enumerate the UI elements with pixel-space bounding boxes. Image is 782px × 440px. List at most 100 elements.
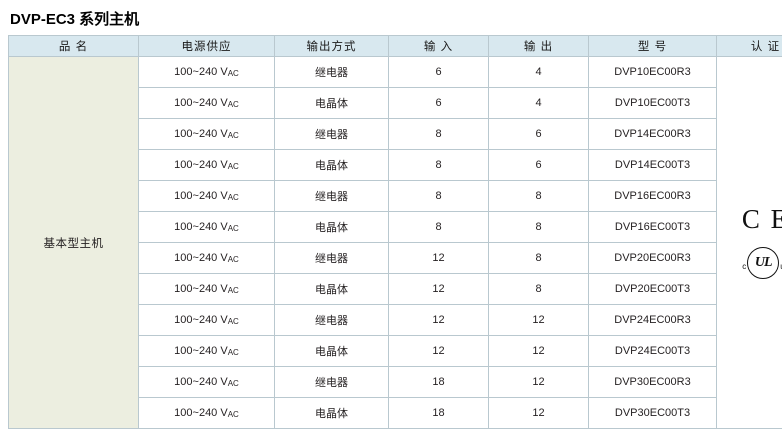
model-cell: DVP14EC00R3: [588, 118, 717, 150]
output-type-cell: 电晶体: [274, 211, 389, 243]
model-cell: DVP10EC00R3: [588, 56, 717, 88]
power-supply-subscript: AC: [227, 286, 239, 296]
table-row: 100~240 VAC 继电器 12 8 DVP20EC00R3: [9, 242, 782, 274]
column-header-model: 型 号: [588, 35, 717, 57]
inputs-cell: 6: [388, 56, 489, 88]
outputs-cell: 12: [488, 304, 589, 336]
output-type-cell: 电晶体: [274, 397, 389, 429]
table-row: 100~240 VAC 继电器 12 12 DVP24EC00R3: [9, 304, 782, 336]
power-supply-value: 100~240 V: [174, 189, 228, 202]
power-supply-cell: 100~240 VAC: [138, 397, 275, 429]
inputs-cell: 8: [388, 211, 489, 243]
outputs-cell: 4: [488, 87, 589, 119]
ul-circle-label: UL: [747, 247, 780, 279]
model-cell: DVP30EC00R3: [588, 366, 717, 398]
outputs-cell: 12: [488, 397, 589, 429]
column-header-series: 品 名: [8, 35, 139, 57]
inputs-cell: 12: [388, 242, 489, 274]
table-header-row: 品 名 电源供应 输出方式 输 入 输 出 型 号 认 证: [8, 35, 782, 57]
column-header-certification: 认 证: [716, 35, 782, 57]
inputs-cell: 18: [388, 366, 489, 398]
power-supply-value: 100~240 V: [174, 282, 228, 295]
power-supply-cell: 100~240 VAC: [138, 56, 275, 88]
outputs-cell: 4: [488, 56, 589, 88]
output-type-cell: 继电器: [274, 304, 389, 336]
power-supply-subscript: AC: [227, 131, 239, 141]
power-supply-value: 100~240 V: [174, 251, 228, 264]
table-row: 100~240 VAC 电晶体 8 8 DVP16EC00T3: [9, 211, 782, 243]
power-supply-subscript: AC: [227, 410, 239, 420]
model-cell: DVP20EC00T3: [588, 273, 717, 305]
ce-mark-icon: C E: [741, 204, 782, 234]
power-supply-cell: 100~240 VAC: [138, 211, 275, 243]
power-supply-value: 100~240 V: [174, 375, 228, 388]
power-supply-cell: 100~240 VAC: [138, 149, 275, 181]
inputs-cell: 8: [388, 118, 489, 150]
output-type-cell: 继电器: [274, 366, 389, 398]
power-supply-value: 100~240 V: [174, 220, 228, 233]
table-row: 基本型主机 100~240 VAC 继电器 6 4 DVP10EC00R3 C …: [8, 56, 782, 429]
outputs-cell: 6: [488, 118, 589, 150]
power-supply-cell: 100~240 VAC: [138, 273, 275, 305]
power-supply-subscript: AC: [227, 348, 239, 358]
output-type-cell: 继电器: [274, 242, 389, 274]
table-row: 100~240 VAC 电晶体 18 12 DVP30EC00T3: [9, 397, 782, 429]
series-name-cell: 基本型主机: [8, 56, 139, 429]
column-header-output-type: 输出方式: [274, 35, 389, 57]
inputs-cell: 8: [388, 180, 489, 212]
outputs-cell: 12: [488, 335, 589, 367]
output-type-cell: 电晶体: [274, 87, 389, 119]
model-cell: DVP24EC00R3: [588, 304, 717, 336]
column-header-inputs: 输 入: [388, 35, 489, 57]
power-supply-value: 100~240 V: [174, 96, 228, 109]
certification-cell: C E c UL us: [716, 56, 782, 429]
power-supply-cell: 100~240 VAC: [138, 304, 275, 336]
model-cell: DVP30EC00T3: [588, 397, 717, 429]
power-supply-value: 100~240 V: [174, 127, 228, 140]
power-supply-cell: 100~240 VAC: [138, 180, 275, 212]
ul-us-label: us: [780, 263, 782, 271]
power-supply-subscript: AC: [227, 193, 239, 203]
power-supply-subscript: AC: [227, 317, 239, 327]
inputs-cell: 12: [388, 273, 489, 305]
column-header-outputs: 输 出: [488, 35, 589, 57]
inputs-cell: 12: [388, 335, 489, 367]
model-cell: DVP14EC00T3: [588, 149, 717, 181]
table-body: 基本型主机 100~240 VAC 继电器 6 4 DVP10EC00R3 C …: [8, 56, 782, 429]
power-supply-value: 100~240 V: [174, 313, 228, 326]
outputs-cell: 8: [488, 242, 589, 274]
power-supply-cell: 100~240 VAC: [138, 242, 275, 274]
ul-mark-icon: c UL us: [742, 247, 782, 279]
power-supply-cell: 100~240 VAC: [138, 118, 275, 150]
inputs-cell: 8: [388, 149, 489, 181]
power-supply-value: 100~240 V: [174, 65, 228, 78]
table-row: 100~240 VAC 继电器 18 12 DVP30EC00R3: [9, 366, 782, 398]
power-supply-subscript: AC: [227, 100, 239, 110]
model-cell: DVP24EC00T3: [588, 335, 717, 367]
output-type-cell: 继电器: [274, 180, 389, 212]
power-supply-value: 100~240 V: [174, 406, 228, 419]
power-supply-subscript: AC: [227, 224, 239, 234]
column-header-power-supply: 电源供应: [138, 35, 275, 57]
output-type-cell: 电晶体: [274, 149, 389, 181]
table-row: 100~240 VAC 电晶体 12 12 DVP24EC00T3: [9, 335, 782, 367]
power-supply-cell: 100~240 VAC: [138, 87, 275, 119]
power-supply-cell: 100~240 VAC: [138, 335, 275, 367]
ul-c-label: c: [742, 262, 747, 271]
outputs-cell: 8: [488, 273, 589, 305]
outputs-cell: 8: [488, 180, 589, 212]
model-cell: DVP16EC00R3: [588, 180, 717, 212]
output-type-cell: 电晶体: [274, 273, 389, 305]
outputs-cell: 6: [488, 149, 589, 181]
power-supply-subscript: AC: [227, 162, 239, 172]
model-cell: DVP16EC00T3: [588, 211, 717, 243]
power-supply-subscript: AC: [227, 69, 239, 79]
power-supply-value: 100~240 V: [174, 158, 228, 171]
output-type-cell: 继电器: [274, 118, 389, 150]
output-type-cell: 电晶体: [274, 335, 389, 367]
table-row: 100~240 VAC 继电器 8 8 DVP16EC00R3: [9, 180, 782, 212]
power-supply-subscript: AC: [227, 379, 239, 389]
output-type-cell: 继电器: [274, 56, 389, 88]
outputs-cell: 8: [488, 211, 589, 243]
